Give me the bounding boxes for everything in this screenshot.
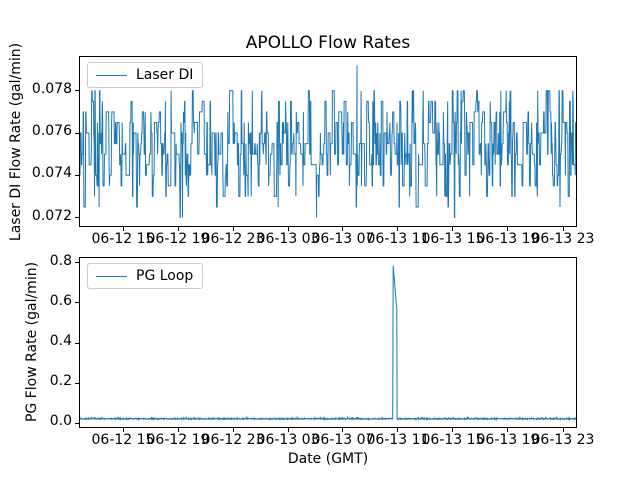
x-tick-label: 06-13 19: [476, 231, 540, 247]
y-tick: [75, 262, 79, 264]
x-tick-label: 06-13 15: [421, 432, 485, 448]
pg-loop-series-svg: [80, 265, 576, 422]
x-tick-label: 06-12 23: [201, 432, 265, 448]
x-tick: [452, 428, 454, 432]
x-tick-label: 06-13 11: [366, 432, 430, 448]
y-tick-label: 0.8: [49, 252, 72, 269]
x-tick-label: 06-13 07: [311, 231, 375, 247]
x-tick-label: 06-13 03: [256, 432, 320, 448]
x-tick: [342, 428, 344, 432]
x-tick: [507, 428, 509, 432]
x-tick-label: 06-13 03: [256, 231, 320, 247]
y-tick: [75, 174, 79, 176]
y-tick-label: 0.0: [49, 413, 72, 430]
x-tick-label: 06-12 23: [201, 231, 265, 247]
pg-loop-plot-area: PG Loop: [79, 257, 577, 428]
x-tick: [122, 428, 124, 432]
y-tick-label: 0.078: [31, 80, 72, 97]
y-tick: [75, 342, 79, 344]
x-tick: [452, 227, 454, 231]
x-tick-label: 06-13 23: [531, 432, 595, 448]
laser-di-series-svg: [80, 65, 576, 219]
y-tick-label: 0.074: [31, 165, 72, 182]
x-tick: [122, 227, 124, 231]
x-tick: [177, 227, 179, 231]
x-tick: [562, 227, 564, 231]
x-axis-label: Date (GMT): [287, 451, 369, 467]
x-tick-label: 06-12 19: [146, 432, 210, 448]
y-tick-label: 0.2: [49, 373, 72, 390]
x-tick: [287, 428, 289, 432]
pg-loop-legend: PG Loop: [87, 263, 204, 289]
x-tick-label: 06-12 15: [91, 231, 155, 247]
chart-title: APOLLO Flow Rates: [245, 33, 411, 53]
x-tick-label: 06-12 19: [146, 231, 210, 247]
x-tick: [397, 428, 399, 432]
x-tick: [287, 227, 289, 231]
y-tick: [75, 90, 79, 92]
y-tick-label: 0.076: [31, 123, 72, 140]
y-tick: [75, 132, 79, 134]
y-tick: [75, 382, 79, 384]
x-tick: [507, 227, 509, 231]
legend-label: PG Loop: [136, 268, 194, 284]
laser-di-legend: Laser DI: [87, 62, 204, 88]
x-tick: [397, 227, 399, 231]
y-tick: [75, 422, 79, 424]
x-tick: [232, 227, 234, 231]
y-tick: [75, 302, 79, 304]
legend-line-icon: [96, 74, 127, 76]
y-tick-label: 0.072: [31, 207, 72, 224]
x-tick-label: 06-13 19: [476, 432, 540, 448]
x-tick-label: 06-13 15: [421, 231, 485, 247]
laser-di-line: [80, 65, 576, 219]
x-tick: [232, 428, 234, 432]
x-tick: [562, 428, 564, 432]
x-tick-label: 06-13 07: [311, 432, 375, 448]
y-tick-label: 0.6: [49, 292, 72, 309]
x-tick-label: 06-13 11: [366, 231, 430, 247]
x-tick: [342, 227, 344, 231]
laser-di-plot-area: Laser DI: [79, 56, 577, 227]
legend-label: Laser DI: [136, 67, 194, 83]
x-tick-label: 06-12 15: [91, 432, 155, 448]
y-tick: [75, 217, 79, 219]
y-tick-label: 0.4: [49, 333, 72, 349]
x-tick: [177, 428, 179, 432]
pg-loop-line: [80, 265, 576, 422]
x-tick-label: 06-13 23: [531, 231, 595, 247]
legend-line-icon: [96, 275, 127, 277]
